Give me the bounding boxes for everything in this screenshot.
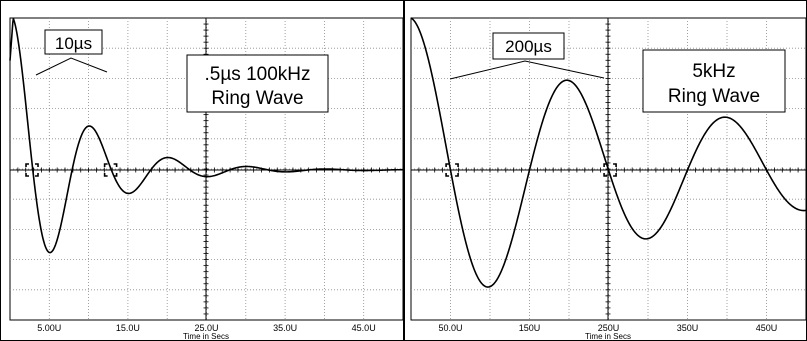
right-x-tick-label: 350U — [677, 323, 699, 333]
left-x-tick-label: 15.0U — [116, 323, 140, 333]
left-cursor-marker — [25, 163, 39, 177]
left-x-tick-labels: 5.00U 15.0U 25.0U 35.0U 45.0U — [37, 323, 375, 333]
right-annotation-line-2: Ring Wave — [668, 86, 760, 107]
right-period-label: 200µs — [505, 37, 552, 56]
right-x-tick-label: 450U — [756, 323, 778, 333]
right-waveform-line — [410, 17, 807, 288]
left-ring-wave-panel: 5.00U 15.0U 25.0U 35.0U 45.0U Time in Secs 1… — [0, 0, 404, 341]
right-annotation-line-1: 5kHz — [692, 61, 735, 82]
left-annotation-line-1: .5µs 100kHz — [205, 64, 311, 85]
right-period-bracket — [449, 60, 605, 80]
right-cursor-markers — [445, 163, 617, 177]
left-x-tick-label: 25.0U — [194, 323, 218, 333]
left-cursor-markers — [25, 163, 118, 177]
right-x-axis-title: Time in Secs — [585, 332, 631, 341]
left-x-axis-title: Time in Secs — [183, 332, 229, 341]
right-cursor-marker — [445, 163, 459, 177]
left-x-tick-label: 35.0U — [273, 323, 297, 333]
right-period-callout: 200µs — [449, 32, 605, 80]
left-annotation-line-2: Ring Wave — [211, 88, 303, 109]
right-x-tick-labels: 50.0U 150U 250U 350U 450U — [438, 323, 777, 333]
right-x-tick-label: 250U — [598, 323, 620, 333]
left-period-bracket — [35, 57, 108, 76]
right-cursor-marker — [603, 163, 617, 177]
right-annotation: 5kHz Ring Wave — [642, 49, 786, 113]
right-annotation-box — [642, 49, 786, 113]
left-cursor-marker — [103, 163, 118, 177]
right-x-tick-label: 150U — [519, 323, 541, 333]
left-period-label: 10µs — [55, 34, 92, 53]
left-annotation: .5µs 100kHz Ring Wave — [186, 54, 329, 113]
left-period-callout: 10µs — [35, 29, 108, 76]
left-annotation-box — [186, 54, 329, 113]
left-x-tick-label: 5.00U — [37, 323, 61, 333]
right-ring-wave-panel: 50.0U 150U 250U 350U 450U Time in Secs 200µs… — [404, 0, 807, 341]
left-period-label-box — [44, 29, 103, 55]
right-period-label-box — [492, 32, 565, 60]
right-x-tick-label: 50.0U — [438, 323, 462, 333]
left-waveform-line — [9, 18, 403, 254]
left-x-tick-label: 45.0U — [352, 323, 376, 333]
